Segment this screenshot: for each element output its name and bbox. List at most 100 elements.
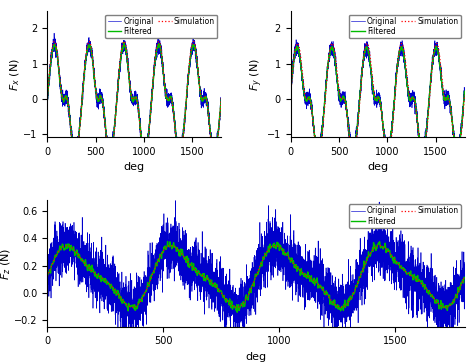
Original — [142, 159, 147, 163]
Simulation — [307, 97, 313, 102]
Original — [288, 92, 293, 97]
Original — [171, 112, 176, 117]
Simulation — [462, 274, 467, 279]
Line: Simulation: Simulation — [47, 41, 221, 156]
Filtered — [333, 68, 339, 72]
Filtered — [45, 273, 50, 277]
Line: Simulation: Simulation — [47, 245, 465, 307]
Simulation — [360, 269, 365, 273]
Simulation — [169, 97, 174, 101]
Filtered — [64, 97, 69, 101]
Original — [293, 37, 299, 42]
Original — [173, 199, 178, 203]
Original — [428, 291, 433, 295]
Filtered — [462, 89, 467, 93]
Original — [146, 129, 152, 133]
Simulation — [342, 303, 348, 308]
Simulation — [223, 297, 229, 301]
Filtered — [412, 99, 418, 103]
Filtered — [419, 147, 425, 151]
Filtered — [433, 44, 439, 48]
Simulation — [195, 66, 201, 70]
Filtered — [141, 152, 147, 156]
Legend: Original, Filtered, Simulation: Original, Filtered, Simulation — [349, 204, 461, 228]
X-axis label: deg: deg — [246, 352, 266, 362]
Simulation — [156, 39, 162, 44]
Legend: Original, Filtered, Simulation: Original, Filtered, Simulation — [105, 15, 218, 38]
Filtered — [362, 49, 368, 53]
Line: Original: Original — [47, 33, 221, 161]
Filtered — [462, 276, 467, 280]
Line: Original: Original — [291, 40, 465, 157]
Simulation — [153, 263, 159, 268]
Simulation — [333, 61, 339, 66]
Filtered — [223, 300, 229, 305]
Original — [219, 95, 224, 100]
Simulation — [295, 41, 301, 46]
Simulation — [419, 151, 425, 155]
Original — [335, 343, 340, 348]
Y-axis label: $F_y$ (N): $F_y$ (N) — [249, 58, 265, 90]
Original — [337, 92, 342, 97]
Simulation — [288, 93, 293, 97]
Simulation — [338, 305, 344, 310]
Filtered — [342, 305, 348, 310]
Filtered — [307, 96, 312, 101]
Original — [161, 244, 167, 248]
Simulation — [72, 154, 78, 159]
Filtered — [169, 95, 174, 99]
Original — [102, 129, 108, 134]
Filtered — [119, 50, 125, 55]
Filtered — [45, 98, 50, 102]
Simulation — [45, 96, 50, 101]
Filtered — [219, 97, 224, 101]
Simulation — [119, 45, 125, 50]
Filtered — [406, 271, 411, 275]
Simulation — [406, 272, 411, 276]
Filtered — [195, 66, 201, 70]
Original — [401, 54, 407, 58]
Line: Filtered: Filtered — [47, 241, 465, 312]
Original — [45, 95, 50, 99]
Simulation — [176, 154, 182, 158]
Original — [158, 55, 164, 60]
Filtered — [90, 269, 96, 274]
Original — [204, 104, 210, 108]
Simulation — [455, 152, 460, 156]
Filtered — [315, 148, 321, 153]
Filtered — [176, 148, 182, 152]
Filtered — [153, 261, 159, 265]
Y-axis label: $F_z$ (N): $F_z$ (N) — [0, 247, 13, 280]
X-axis label: deg: deg — [124, 163, 145, 172]
Original — [45, 267, 50, 272]
Filtered — [288, 89, 293, 93]
Original — [184, 278, 190, 283]
Line: Filtered: Filtered — [47, 42, 221, 154]
Simulation — [438, 66, 444, 70]
Simulation — [90, 58, 96, 63]
Original — [347, 294, 353, 298]
Simulation — [168, 243, 173, 248]
Original — [462, 95, 467, 99]
Original — [93, 97, 99, 102]
Simulation — [90, 269, 96, 274]
Original — [385, 155, 391, 159]
Line: Filtered: Filtered — [291, 46, 465, 151]
Original — [317, 277, 323, 282]
Filtered — [360, 269, 365, 274]
Filtered — [165, 239, 171, 244]
X-axis label: deg: deg — [367, 163, 388, 172]
Simulation — [219, 96, 224, 101]
Original — [389, 131, 395, 135]
Filtered — [90, 60, 95, 64]
Original — [447, 102, 453, 107]
Original — [414, 112, 420, 116]
Line: Simulation: Simulation — [291, 44, 465, 154]
Legend: Original, Filtered, Simulation: Original, Filtered, Simulation — [349, 15, 461, 38]
Y-axis label: $F_x$ (N): $F_x$ (N) — [9, 58, 22, 90]
Original — [346, 129, 352, 134]
Original — [51, 31, 57, 36]
Filtered — [234, 310, 240, 314]
Filtered — [121, 40, 127, 45]
Original — [287, 270, 293, 275]
